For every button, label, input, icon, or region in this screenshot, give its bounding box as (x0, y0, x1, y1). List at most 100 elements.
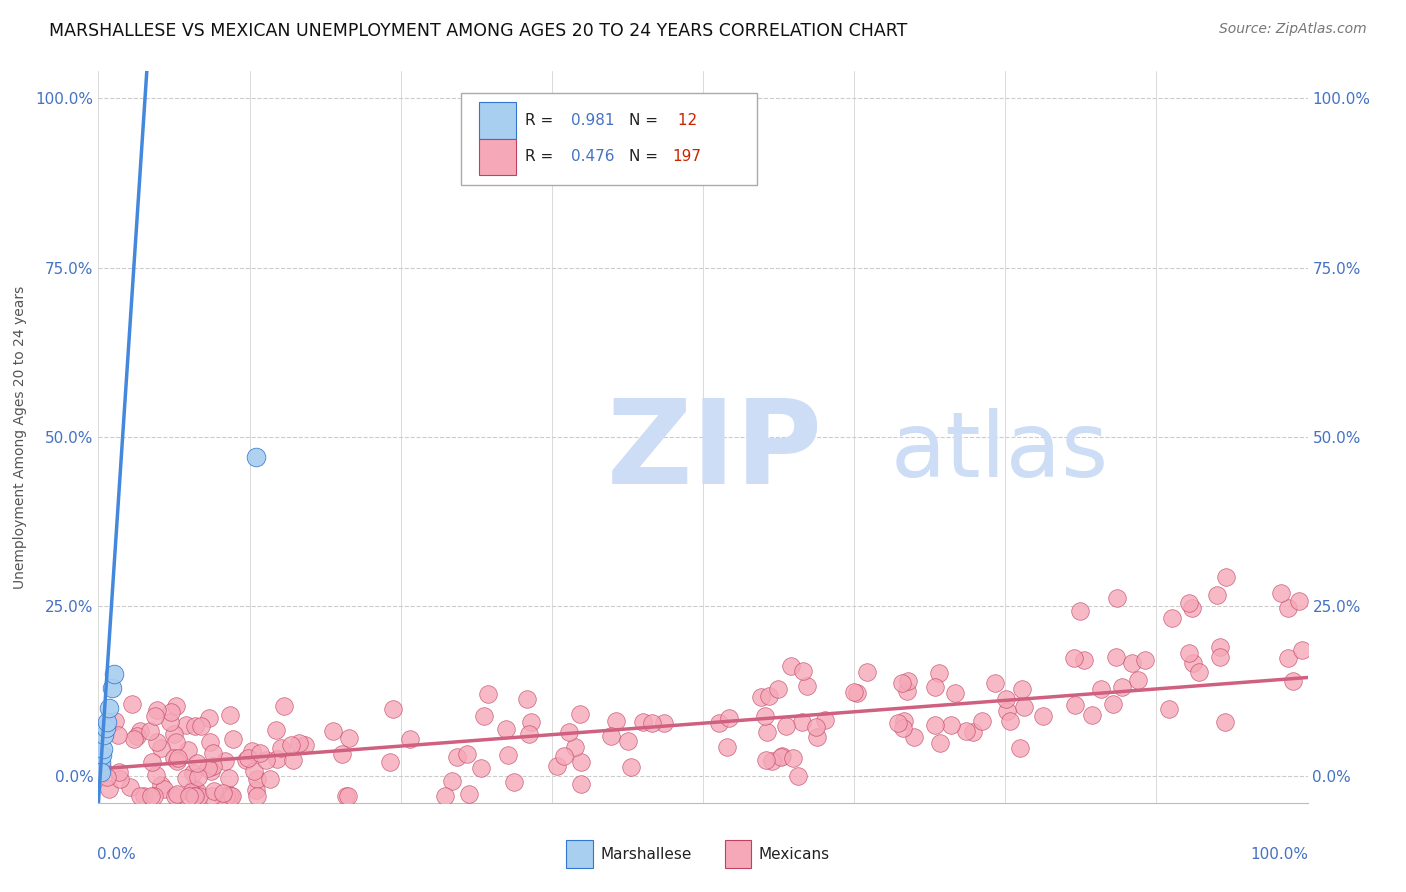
Text: 197: 197 (672, 150, 702, 164)
Text: MARSHALLESE VS MEXICAN UNEMPLOYMENT AMONG AGES 20 TO 24 YEARS CORRELATION CHART: MARSHALLESE VS MEXICAN UNEMPLOYMENT AMON… (49, 22, 908, 40)
Point (1064, 698, 1087, 712)
Point (100, 681, 122, 695)
Point (495, 723, 517, 737)
Point (924, 718, 946, 732)
Point (1032, 709, 1054, 723)
Point (779, 659, 801, 673)
Point (96, 714, 118, 729)
Point (165, 789, 187, 803)
Point (214, 754, 236, 768)
Point (243, 764, 266, 779)
Point (887, 715, 910, 730)
Point (707, 715, 730, 730)
Point (814, 714, 837, 728)
Point (755, 753, 778, 767)
Point (93, 728, 115, 742)
Text: ZIP: ZIP (606, 394, 823, 509)
Point (897, 674, 920, 689)
Point (190, 719, 212, 733)
Point (188, 789, 211, 803)
Point (472, 709, 495, 723)
Text: atlas: atlas (890, 408, 1108, 496)
Point (132, 789, 155, 803)
Point (183, 781, 205, 796)
Point (201, 746, 224, 760)
Point (1282, 673, 1305, 688)
Point (640, 715, 662, 730)
Point (553, 749, 575, 764)
Text: 100.0%: 100.0% (1251, 847, 1309, 862)
Point (984, 676, 1007, 690)
Point (1102, 697, 1125, 711)
Point (1126, 673, 1149, 687)
Point (90, 760, 112, 774)
Point (1288, 594, 1310, 608)
Point (198, 711, 221, 725)
Point (200, 789, 222, 803)
Point (184, 719, 207, 733)
Point (121, 697, 143, 711)
Point (995, 691, 1018, 706)
Point (382, 702, 405, 716)
Point (893, 714, 915, 728)
Point (1121, 656, 1143, 670)
Point (1215, 570, 1237, 584)
Point (972, 714, 994, 728)
Point (186, 784, 208, 798)
Point (288, 736, 311, 750)
Point (845, 686, 868, 700)
Bar (479, 102, 516, 138)
Point (149, 778, 172, 792)
Point (187, 770, 209, 784)
Point (165, 699, 187, 714)
Point (108, 764, 131, 779)
Point (141, 756, 163, 770)
Text: Mexicans: Mexicans (759, 847, 830, 862)
Point (110, 772, 132, 786)
Text: Source: ZipAtlas.com: Source: ZipAtlas.com (1219, 22, 1367, 37)
Point (1069, 604, 1091, 618)
Point (929, 736, 952, 750)
Point (235, 753, 257, 767)
Bar (724, 840, 751, 868)
Point (446, 749, 468, 764)
Point (758, 689, 780, 703)
Point (198, 735, 221, 749)
Bar (479, 138, 516, 175)
Point (254, 753, 277, 767)
Point (1270, 586, 1292, 600)
Point (181, 765, 204, 780)
Point (569, 777, 592, 791)
Point (1111, 680, 1133, 694)
Point (804, 720, 827, 734)
Point (775, 719, 797, 733)
Point (91, 741, 114, 756)
Point (1209, 649, 1232, 664)
Point (564, 739, 586, 754)
Point (335, 789, 357, 803)
Point (1213, 715, 1236, 730)
Point (1277, 600, 1299, 615)
Point (470, 761, 492, 775)
Point (94, 721, 117, 735)
Point (441, 774, 464, 789)
Text: 0.981: 0.981 (571, 113, 614, 128)
Point (146, 735, 169, 749)
Point (221, 789, 243, 803)
Point (856, 665, 879, 679)
Point (557, 724, 579, 739)
Point (186, 756, 208, 770)
Point (218, 771, 240, 785)
Point (749, 690, 772, 705)
Point (336, 789, 359, 803)
Point (283, 753, 305, 767)
Point (924, 680, 946, 694)
Y-axis label: Unemployment Among Ages 20 to 24 years: Unemployment Among Ages 20 to 24 years (13, 285, 27, 589)
Point (1181, 600, 1204, 615)
Point (1090, 682, 1112, 697)
Point (322, 723, 344, 738)
Point (458, 787, 481, 801)
Point (197, 760, 219, 774)
Point (939, 717, 962, 731)
Point (568, 706, 591, 721)
